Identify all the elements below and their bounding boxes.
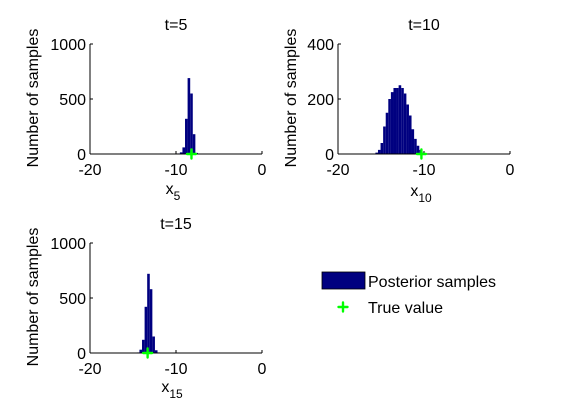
bar xyxy=(182,147,185,154)
bar xyxy=(406,105,409,155)
y-axis-label: Number of samples xyxy=(25,228,42,367)
x-axis-label-base: x xyxy=(410,183,418,200)
axes: -20 -10 0 0 500 1000 xyxy=(50,37,266,179)
axes: -20 -10 0 0 200 400 xyxy=(307,37,514,179)
y-tick-label: 400 xyxy=(307,37,334,54)
bar xyxy=(381,143,384,154)
bar xyxy=(142,340,145,353)
x-tick-label: -20 xyxy=(78,361,101,378)
y-tick-label: 1000 xyxy=(50,236,86,253)
legend-label-posterior: Posterior samples xyxy=(368,274,496,291)
bar xyxy=(378,150,381,154)
bar xyxy=(188,78,191,154)
bar xyxy=(147,274,150,353)
subplot-t5: t=5 Number of samples x5 -20 -10 0 0 500 1000 xyxy=(25,17,267,203)
bar xyxy=(190,94,193,155)
x-tick-label: -10 xyxy=(164,361,187,378)
bar xyxy=(404,94,407,155)
x-axis-label-sub: 15 xyxy=(169,387,183,401)
subplot-t10: t=10 Number of samples x10 -20 -10 0 0 200 40… xyxy=(283,17,515,205)
bar xyxy=(152,337,155,354)
x-tick-label: -20 xyxy=(326,162,349,179)
bar xyxy=(414,139,417,154)
bar-series xyxy=(375,85,427,154)
bar-series xyxy=(137,274,160,353)
y-axis-label: Number of samples xyxy=(283,29,300,168)
bar xyxy=(412,129,415,154)
bar xyxy=(396,88,399,154)
x-axis-label-sub: 10 xyxy=(418,191,432,205)
legend-marker-true-value xyxy=(339,303,348,312)
bar-series xyxy=(177,78,200,154)
x-axis-label-base: x xyxy=(166,181,174,198)
bar xyxy=(388,99,391,154)
bar xyxy=(391,92,394,154)
subplot-title: t=10 xyxy=(408,17,440,34)
legend: Posterior samples True value xyxy=(322,272,496,317)
bar xyxy=(383,127,386,155)
subplot-t15: t=15 Number of samples x15 -20 -10 0 0 500 10… xyxy=(25,216,267,401)
x-tick-label: 0 xyxy=(258,361,267,378)
x-axis-label: x15 xyxy=(161,379,183,401)
y-tick-label: 500 xyxy=(59,291,86,308)
x-tick-label: -20 xyxy=(78,162,101,179)
x-axis-label-base: x xyxy=(161,379,169,396)
bar xyxy=(401,88,404,154)
y-tick-label: 0 xyxy=(77,346,86,363)
y-tick-label: 0 xyxy=(325,147,334,164)
y-tick-label: 200 xyxy=(307,92,334,109)
x-tick-label: 0 xyxy=(258,162,267,179)
bar xyxy=(409,116,412,155)
bar xyxy=(185,119,188,154)
axes: -20 -10 0 0 500 1000 xyxy=(50,236,266,378)
bar xyxy=(386,113,389,154)
y-tick-label: 1000 xyxy=(50,37,86,54)
x-tick-label: -10 xyxy=(412,162,435,179)
bar xyxy=(145,307,148,353)
x-axis-label-sub: 5 xyxy=(174,189,181,203)
legend-label-true-value: True value xyxy=(368,300,443,317)
true-value-marker xyxy=(339,303,348,312)
bar xyxy=(393,88,396,154)
y-tick-label: 0 xyxy=(77,147,86,164)
bar xyxy=(150,289,153,353)
y-axis-label: Number of samples xyxy=(25,29,42,168)
subplot-title: t=5 xyxy=(165,17,188,34)
legend-swatch-posterior xyxy=(322,272,365,289)
x-tick-label: -10 xyxy=(164,162,187,179)
bar xyxy=(417,146,420,154)
bar xyxy=(193,134,196,154)
subplot-title: t=15 xyxy=(160,216,192,233)
x-axis-label: x10 xyxy=(410,183,432,205)
x-axis-label: x5 xyxy=(166,181,181,203)
bar xyxy=(399,85,402,154)
y-tick-label: 500 xyxy=(59,92,86,109)
x-tick-label: 0 xyxy=(506,162,515,179)
